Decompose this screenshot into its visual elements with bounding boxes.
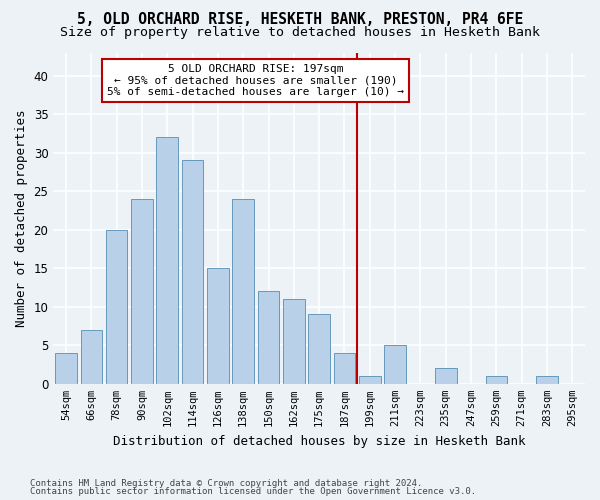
- Bar: [258, 292, 279, 384]
- Text: Contains HM Land Registry data © Crown copyright and database right 2024.: Contains HM Land Registry data © Crown c…: [30, 478, 422, 488]
- Y-axis label: Number of detached properties: Number of detached properties: [15, 110, 28, 327]
- Text: Contains public sector information licensed under the Open Government Licence v3: Contains public sector information licen…: [30, 487, 476, 496]
- X-axis label: Distribution of detached houses by size in Hesketh Bank: Distribution of detached houses by size …: [113, 434, 526, 448]
- Bar: [207, 268, 229, 384]
- Bar: [334, 353, 355, 384]
- Bar: [55, 353, 77, 384]
- Bar: [106, 230, 127, 384]
- Text: 5 OLD ORCHARD RISE: 197sqm
← 95% of detached houses are smaller (190)
5% of semi: 5 OLD ORCHARD RISE: 197sqm ← 95% of deta…: [107, 64, 404, 98]
- Text: Size of property relative to detached houses in Hesketh Bank: Size of property relative to detached ho…: [60, 26, 540, 39]
- Bar: [283, 299, 305, 384]
- Bar: [182, 160, 203, 384]
- Text: 5, OLD ORCHARD RISE, HESKETH BANK, PRESTON, PR4 6FE: 5, OLD ORCHARD RISE, HESKETH BANK, PREST…: [77, 12, 523, 26]
- Bar: [435, 368, 457, 384]
- Bar: [308, 314, 330, 384]
- Bar: [485, 376, 507, 384]
- Bar: [359, 376, 380, 384]
- Bar: [131, 199, 152, 384]
- Bar: [157, 138, 178, 384]
- Bar: [80, 330, 102, 384]
- Bar: [536, 376, 558, 384]
- Bar: [232, 199, 254, 384]
- Bar: [385, 346, 406, 384]
